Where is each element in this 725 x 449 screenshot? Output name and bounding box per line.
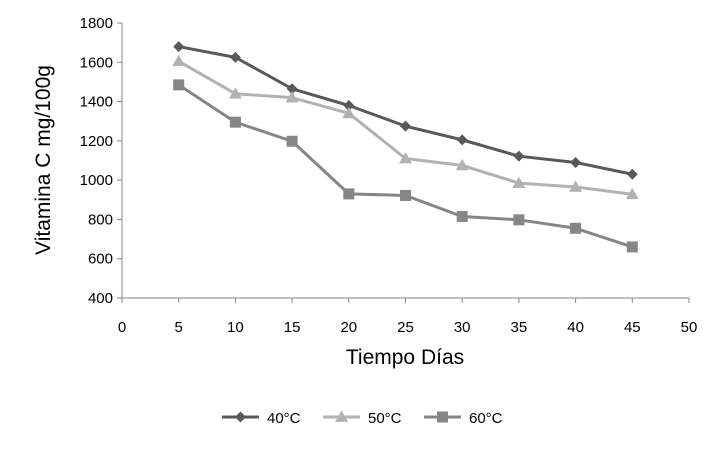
x-axis-title: Tiempo Días bbox=[346, 346, 464, 369]
data-point bbox=[513, 150, 525, 162]
data-point bbox=[626, 168, 638, 180]
data-point bbox=[229, 116, 241, 128]
data-point bbox=[286, 135, 298, 147]
series-60c bbox=[173, 79, 638, 253]
legend: 40°C 50°C 60°C bbox=[222, 410, 503, 427]
series-line bbox=[177, 83, 633, 249]
x-tick-label: 25 bbox=[397, 319, 414, 336]
data-point bbox=[173, 41, 185, 53]
x-tick-label: 35 bbox=[511, 319, 528, 336]
axes: 400 600 800 1000 1200 1400 1600 1800 0 5 10 15 20 25 3… bbox=[80, 15, 698, 336]
data-point bbox=[456, 210, 468, 222]
x-tick-label: 20 bbox=[340, 319, 357, 336]
data-point bbox=[228, 87, 242, 99]
data-point bbox=[625, 187, 639, 200]
x-tick-label: 30 bbox=[454, 319, 471, 336]
legend-label: 50°C bbox=[368, 410, 402, 427]
y-tick-label: 1800 bbox=[80, 15, 113, 32]
y-axis-title: Vitamina C mg/100g bbox=[32, 65, 55, 255]
series-50c bbox=[172, 54, 639, 200]
data-point bbox=[512, 176, 526, 188]
data-point bbox=[400, 189, 411, 201]
x-tick-label: 40 bbox=[567, 319, 584, 336]
data-point bbox=[343, 188, 355, 200]
data-point bbox=[455, 158, 469, 171]
data-point bbox=[569, 180, 583, 192]
data-point bbox=[342, 106, 356, 119]
y-tick-label: 1600 bbox=[80, 54, 113, 71]
data-point bbox=[286, 83, 298, 95]
legend-item: 40°C bbox=[222, 410, 301, 427]
y-tick-label: 1200 bbox=[80, 133, 113, 150]
legend-label: 60°C bbox=[469, 410, 503, 427]
data-point bbox=[343, 100, 355, 111]
x-tick-label: 0 bbox=[118, 319, 126, 336]
x-tick-label: 5 bbox=[175, 319, 183, 336]
x-tick-label: 10 bbox=[227, 319, 244, 336]
data-point bbox=[399, 152, 412, 164]
data-point bbox=[285, 91, 299, 103]
legend-item: 50°C bbox=[323, 410, 402, 427]
data-point bbox=[456, 134, 468, 146]
legend-item: 60°C bbox=[424, 410, 503, 427]
data-point bbox=[173, 79, 185, 91]
y-tick-label: 1400 bbox=[80, 94, 113, 111]
legend-swatch-marker bbox=[235, 411, 246, 423]
data-point bbox=[172, 54, 186, 67]
data-point bbox=[400, 120, 411, 132]
data-point bbox=[570, 222, 582, 234]
x-tick-label: 45 bbox=[624, 319, 641, 336]
y-tick-label: 600 bbox=[88, 251, 113, 268]
data-point bbox=[626, 241, 638, 253]
y-tick-label: 400 bbox=[88, 290, 113, 307]
series-layer bbox=[172, 41, 639, 253]
x-tick-label: 15 bbox=[284, 319, 301, 336]
data-point bbox=[513, 214, 525, 226]
data-point bbox=[570, 156, 582, 168]
legend-label: 40°C bbox=[267, 410, 301, 427]
legend-swatch-marker bbox=[437, 411, 448, 423]
y-tick-label: 1000 bbox=[80, 172, 113, 189]
y-tick-label: 800 bbox=[88, 211, 113, 228]
x-tick-label: 50 bbox=[681, 319, 698, 336]
data-point bbox=[229, 51, 241, 63]
series-40c bbox=[173, 41, 638, 180]
legend-swatch-marker bbox=[335, 410, 348, 422]
